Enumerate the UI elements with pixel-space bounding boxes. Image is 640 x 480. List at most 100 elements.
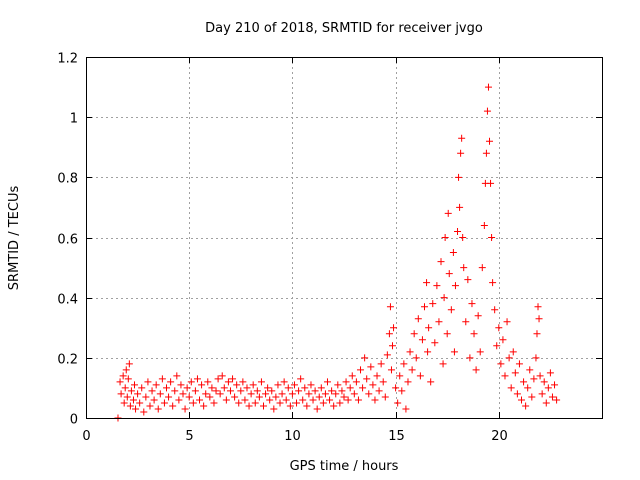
data-point	[124, 375, 132, 383]
data-point	[501, 372, 509, 380]
data-point	[138, 384, 146, 392]
data-point	[249, 381, 257, 389]
data-point	[169, 402, 177, 410]
plot-frame	[86, 57, 603, 419]
data-point	[534, 303, 542, 311]
x-tick-label: 5	[185, 429, 193, 444]
data-point	[429, 300, 437, 308]
data-point	[548, 393, 556, 401]
data-point	[116, 378, 124, 386]
data-point	[507, 384, 515, 392]
data-point	[499, 336, 507, 344]
data-point	[290, 381, 298, 389]
data-point	[387, 366, 395, 374]
data-point	[406, 348, 414, 356]
data-point	[495, 324, 503, 332]
data-point	[338, 387, 346, 395]
data-point	[553, 396, 561, 404]
data-point	[427, 378, 435, 386]
y-tick-label: 0.8	[57, 172, 78, 187]
data-point	[348, 372, 356, 380]
data-point	[181, 405, 189, 413]
data-point	[497, 360, 505, 368]
data-point	[210, 399, 218, 407]
data-point	[117, 390, 125, 398]
data-point	[334, 381, 342, 389]
data-point	[233, 381, 241, 389]
data-point	[354, 396, 362, 404]
data-point	[132, 405, 140, 413]
data-point	[420, 303, 428, 311]
data-point	[352, 378, 360, 386]
data-point	[146, 402, 154, 410]
data-point	[381, 393, 389, 401]
data-point	[361, 354, 369, 362]
data-point	[142, 393, 150, 401]
data-point	[120, 399, 128, 407]
data-point	[270, 405, 278, 413]
data-point	[218, 372, 226, 380]
data-point	[193, 375, 201, 383]
data-point	[546, 369, 554, 377]
data-point	[328, 387, 336, 395]
data-point	[454, 227, 462, 235]
data-point	[299, 396, 307, 404]
data-point	[272, 393, 280, 401]
y-tick-label: 1.2	[57, 52, 78, 67]
data-point	[148, 387, 156, 395]
data-point	[282, 396, 290, 404]
data-point	[462, 318, 470, 326]
data-point	[450, 348, 458, 356]
data-point	[437, 258, 445, 266]
data-point	[389, 342, 397, 350]
data-point	[150, 396, 158, 404]
data-point	[408, 366, 416, 374]
data-point	[185, 393, 193, 401]
data-point	[276, 399, 284, 407]
data-point	[551, 381, 559, 389]
data-point	[443, 330, 451, 338]
data-point	[416, 372, 424, 380]
data-point	[444, 209, 452, 217]
data-point	[326, 396, 334, 404]
data-points	[114, 83, 561, 422]
data-point	[340, 393, 348, 401]
data-point	[313, 405, 321, 413]
x-axis-label: GPS time / hours	[290, 459, 399, 474]
data-point	[220, 384, 228, 392]
data-point	[196, 396, 204, 404]
data-point	[346, 384, 354, 392]
data-point	[229, 375, 237, 383]
data-point	[255, 393, 263, 401]
data-point	[330, 402, 338, 410]
data-point	[123, 393, 131, 401]
data-point	[538, 390, 546, 398]
data-point	[212, 387, 220, 395]
data-point	[235, 399, 243, 407]
data-point	[165, 393, 173, 401]
data-point	[398, 387, 406, 395]
data-point	[536, 372, 544, 380]
data-point	[237, 387, 245, 395]
data-point	[394, 399, 402, 407]
data-point	[439, 360, 447, 368]
data-point	[297, 375, 305, 383]
data-point	[307, 381, 315, 389]
data-point	[162, 384, 170, 392]
data-point	[470, 330, 478, 338]
data-point	[488, 234, 496, 241]
data-point	[449, 249, 457, 257]
data-point	[357, 366, 365, 374]
data-point	[522, 402, 530, 410]
data-point	[152, 381, 160, 389]
data-point	[245, 402, 253, 410]
data-point	[175, 396, 183, 404]
data-point	[457, 149, 465, 157]
data-point	[472, 366, 480, 374]
data-point	[131, 381, 139, 389]
data-point	[423, 279, 431, 287]
data-point	[214, 375, 222, 383]
data-point	[319, 399, 327, 407]
data-point	[202, 390, 210, 398]
data-point	[251, 399, 259, 407]
